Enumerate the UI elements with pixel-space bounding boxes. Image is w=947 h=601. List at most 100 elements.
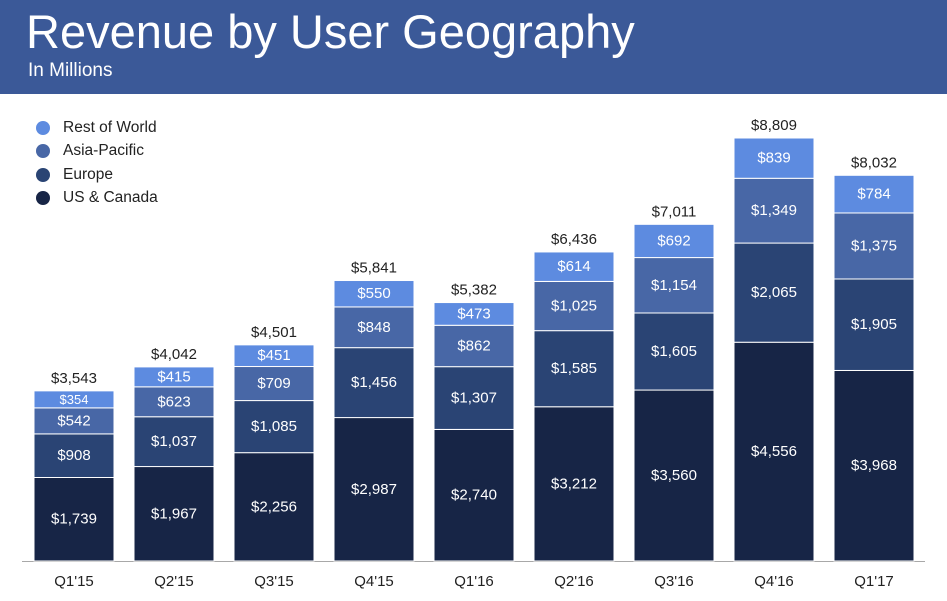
bar-total-label: $8,809	[751, 117, 797, 134]
bar-segment-us-canada	[833, 369, 915, 562]
legend-swatch-asia-pacific	[36, 144, 50, 159]
bar-segment-europe	[333, 347, 415, 419]
x-tick-label: Q3'16	[654, 573, 694, 590]
bar-segment-rest-of-world	[633, 223, 715, 259]
bar-segment-europe	[433, 366, 515, 430]
bar-segment-rest-of-world	[433, 302, 515, 326]
bar-segment-rest-of-world	[533, 251, 615, 282]
bar-segment-rest-of-world	[133, 366, 215, 388]
legend-item-us-canada: US & Canada	[36, 187, 158, 211]
segment-value-label-asia-pacific: $1,025	[551, 298, 597, 315]
page-subtitle: In Millions	[28, 60, 113, 81]
segment-value-label-europe: $1,307	[451, 390, 497, 407]
bar-segment-asia-pacific	[633, 257, 715, 314]
segment-value-label-europe: $1,905	[851, 316, 897, 333]
x-tick-label: Q1'17	[854, 573, 894, 590]
bar-segment-europe	[533, 330, 615, 408]
legend-swatch-us-canada	[36, 191, 50, 206]
bar-segment-us-canada	[33, 476, 115, 562]
segment-value-label-rest-of-world: $550	[357, 285, 390, 302]
legend-label-asia-pacific: Asia-Pacific	[63, 142, 144, 160]
segment-value-label-us-canada: $1,739	[51, 511, 97, 528]
segment-value-label-europe: $2,065	[751, 284, 797, 301]
bar-segment-rest-of-world	[33, 390, 115, 409]
bar-segment-us-canada	[733, 341, 815, 562]
segment-value-label-europe: $1,456	[351, 374, 397, 391]
bar-segment-us-canada	[333, 417, 415, 562]
bar-segment-asia-pacific	[233, 366, 315, 402]
segment-value-label-rest-of-world: $784	[857, 186, 890, 203]
bar-segment-rest-of-world	[833, 174, 915, 214]
chart-legend: Rest of World Asia-Pacific Europe US & C…	[36, 116, 158, 210]
bar-segment-us-canada	[633, 389, 715, 562]
legend-label-europe: Europe	[63, 165, 113, 183]
segment-value-label-us-canada: $2,740	[451, 487, 497, 504]
segment-value-label-us-canada: $2,987	[351, 481, 397, 498]
bar-segment-europe	[233, 400, 315, 454]
legend-label-rest-of-world: Rest of World	[63, 118, 157, 136]
x-tick-label: Q3'15	[254, 573, 294, 590]
bar-segment-us-canada	[133, 466, 215, 562]
bar-segment-europe	[133, 416, 215, 468]
bar-segment-asia-pacific	[833, 212, 915, 280]
bar-segment-europe	[33, 433, 115, 478]
bar-segment-us-canada	[433, 428, 515, 562]
segment-value-label-asia-pacific: $709	[257, 375, 290, 392]
segment-value-label-rest-of-world: $692	[657, 232, 690, 249]
bar-total-label: $3,543	[51, 370, 97, 387]
x-tick-label: Q4'16	[754, 573, 794, 590]
segment-value-label-rest-of-world: $415	[157, 368, 190, 385]
legend-swatch-europe	[36, 167, 50, 182]
bar-total-label: $8,032	[851, 154, 897, 171]
segment-value-label-asia-pacific: $862	[457, 337, 490, 354]
bar-segment-us-canada	[233, 452, 315, 562]
x-tick-label: Q1'15	[54, 573, 94, 590]
legend-item-rest-of-world: Rest of World	[36, 116, 158, 140]
segment-value-label-rest-of-world: $451	[257, 347, 290, 364]
page-title: Revenue by User Geography	[26, 5, 635, 58]
segment-value-label-us-canada: $1,967	[151, 505, 197, 522]
bar-total-label: $4,042	[151, 346, 197, 363]
bar-segment-asia-pacific	[33, 407, 115, 435]
segment-value-label-us-canada: $3,212	[551, 475, 597, 492]
segment-value-label-asia-pacific: $623	[157, 393, 190, 410]
bar-segment-rest-of-world	[733, 137, 815, 179]
x-tick-label: Q4'15	[354, 573, 394, 590]
segment-value-label-europe: $908	[57, 447, 90, 464]
bar-segment-asia-pacific	[333, 306, 415, 349]
x-tick-label: Q2'16	[554, 573, 594, 590]
segment-value-label-asia-pacific: $848	[357, 319, 390, 336]
header-banner: Revenue by User Geography In Millions	[0, 0, 947, 94]
segment-value-label-rest-of-world: $839	[757, 150, 790, 167]
segment-value-label-asia-pacific: $1,154	[651, 277, 697, 294]
segment-value-label-rest-of-world: $354	[60, 392, 89, 407]
bar-segment-rest-of-world	[333, 280, 415, 308]
segment-value-label-asia-pacific: $1,349	[751, 202, 797, 219]
bar-segment-us-canada	[533, 406, 615, 562]
segment-value-label-rest-of-world: $473	[457, 305, 490, 322]
bar-segment-asia-pacific	[733, 177, 815, 244]
segment-value-label-europe: $1,085	[251, 418, 297, 435]
x-tick-label: Q1'16	[454, 573, 494, 590]
x-tick-label: Q2'15	[154, 573, 194, 590]
legend-item-asia-pacific: Asia-Pacific	[36, 140, 158, 164]
bar-total-label: $7,011	[652, 203, 697, 220]
bar-total-label: $6,436	[551, 231, 597, 248]
bar-total-label: $5,382	[451, 282, 497, 299]
segment-value-label-asia-pacific: $542	[57, 412, 90, 429]
segment-value-label-us-canada: $2,256	[251, 498, 297, 515]
bar-segment-asia-pacific	[533, 280, 615, 332]
segment-value-label-europe: $1,605	[651, 343, 697, 360]
bar-segment-asia-pacific	[433, 324, 515, 368]
segment-value-label-europe: $1,585	[551, 360, 597, 377]
segment-value-label-us-canada: $3,968	[851, 457, 897, 474]
segment-value-label-us-canada: $3,560	[651, 467, 697, 484]
bar-segment-europe	[633, 312, 715, 391]
bar-segment-rest-of-world	[233, 344, 315, 368]
segment-value-label-rest-of-world: $614	[557, 258, 590, 275]
segment-value-label-europe: $1,037	[151, 433, 197, 450]
bar-segment-europe	[833, 278, 915, 371]
legend-swatch-rest-of-world	[36, 120, 50, 135]
legend-item-europe: Europe	[36, 163, 158, 187]
